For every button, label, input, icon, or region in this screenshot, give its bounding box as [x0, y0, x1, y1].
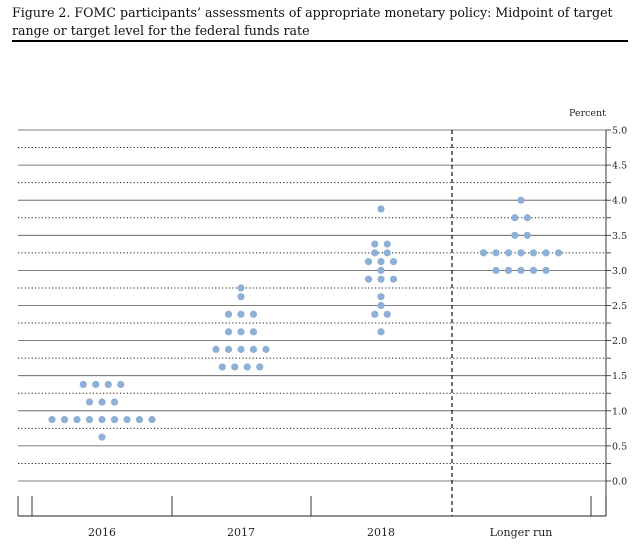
participant-dot — [523, 231, 531, 239]
participant-dot — [237, 293, 245, 301]
participant-dot — [504, 249, 513, 257]
y-tick-label: 2.5 — [612, 301, 627, 312]
participant-dot — [389, 258, 398, 266]
participant-dot — [542, 266, 550, 274]
x-category-label: 2018 — [367, 526, 395, 539]
participant-dot — [123, 415, 131, 424]
participant-dot — [383, 310, 391, 318]
participant-dot — [104, 380, 112, 389]
figure-header: Figure 2. FOMC participants’ assessments… — [12, 4, 628, 40]
participant-dot — [479, 249, 488, 257]
participant-dot — [377, 266, 385, 274]
participant-dot — [389, 275, 398, 283]
participant-dot — [517, 266, 525, 274]
participant-dot — [511, 214, 519, 222]
participant-dot — [224, 328, 233, 336]
participant-dot — [224, 310, 233, 318]
participant-dot — [529, 249, 538, 257]
y-axis-ticks: 5.0 4.5 4.0 3.5 3.0 2.5 2.0 1.5 1.0 0.5 0.0 — [606, 126, 627, 488]
participant-dot — [218, 363, 226, 371]
participant-dot — [492, 266, 500, 274]
participant-dot — [383, 240, 391, 248]
participant-dot — [224, 345, 233, 353]
participant-dot — [148, 415, 156, 424]
participant-dot — [135, 415, 144, 424]
y-tick-label: 3.5 — [612, 231, 627, 242]
participant-dot — [85, 398, 94, 406]
participant-dot — [212, 345, 220, 353]
participant-dot — [364, 258, 373, 266]
participant-dot — [377, 205, 385, 213]
participant-dot — [517, 196, 525, 204]
y-tick-label: 4.0 — [612, 196, 627, 207]
participant-dot — [110, 398, 119, 406]
participant-dot — [231, 363, 239, 371]
participant-dot — [377, 328, 385, 336]
participant-dot — [98, 415, 106, 424]
participant-dot — [237, 310, 245, 318]
participant-dot — [249, 345, 258, 353]
participant-dot — [523, 214, 531, 222]
participant-dot — [511, 231, 519, 239]
participant-dot — [377, 293, 385, 301]
y-tick-label: 0.5 — [612, 441, 627, 452]
x-axis-categories: 2016 2017 2018 Longer run — [88, 526, 552, 539]
grid-lines — [18, 129, 606, 482]
participant-dot — [377, 275, 385, 283]
participant-dot — [237, 328, 245, 336]
participant-dot — [492, 249, 500, 257]
x-category-label: Longer run — [490, 526, 553, 539]
participant-dot — [256, 363, 264, 371]
y-tick-label: 0.0 — [612, 477, 627, 488]
participant-dot — [110, 415, 119, 424]
title-rule — [12, 40, 628, 42]
figure-title: Figure 2. FOMC participants’ assessments… — [12, 5, 613, 38]
participant-dot — [383, 249, 391, 257]
unit-label: Percent — [569, 108, 606, 119]
participant-dot — [85, 415, 94, 424]
dots-layer — [48, 196, 563, 441]
participant-dot — [117, 380, 125, 389]
participant-dot — [364, 275, 373, 283]
participant-dot — [554, 249, 563, 257]
participant-dot — [377, 301, 385, 310]
participant-dot — [371, 310, 379, 318]
y-tick-label: 3.0 — [612, 266, 627, 277]
participant-dot — [237, 345, 245, 353]
y-tick-label: 2.0 — [612, 336, 627, 347]
chart-frame — [17, 130, 607, 517]
participant-dot — [60, 415, 69, 424]
participant-dot — [48, 415, 56, 424]
participant-dot — [371, 240, 379, 248]
participant-dot — [249, 310, 258, 318]
participant-dot — [237, 284, 245, 292]
participant-dot — [504, 266, 513, 274]
participant-dot — [98, 398, 106, 406]
x-category-label: 2017 — [227, 526, 255, 539]
participant-dot — [243, 363, 251, 371]
participant-dot — [98, 433, 106, 441]
participant-dot — [542, 249, 550, 257]
participant-dot — [249, 328, 258, 336]
participant-dot — [529, 266, 538, 274]
x-category-label: 2016 — [88, 526, 116, 539]
participant-dot — [517, 249, 525, 257]
participant-dot — [79, 380, 87, 389]
y-tick-label: 1.5 — [612, 371, 627, 382]
participant-dot — [92, 380, 100, 389]
participant-dot — [262, 345, 270, 353]
y-tick-label: 4.5 — [612, 161, 627, 172]
participant-dot — [377, 258, 385, 266]
participant-dot — [371, 249, 379, 257]
y-tick-label: 1.0 — [612, 406, 627, 417]
y-tick-label: 5.0 — [612, 126, 627, 137]
participant-dot — [73, 415, 81, 424]
